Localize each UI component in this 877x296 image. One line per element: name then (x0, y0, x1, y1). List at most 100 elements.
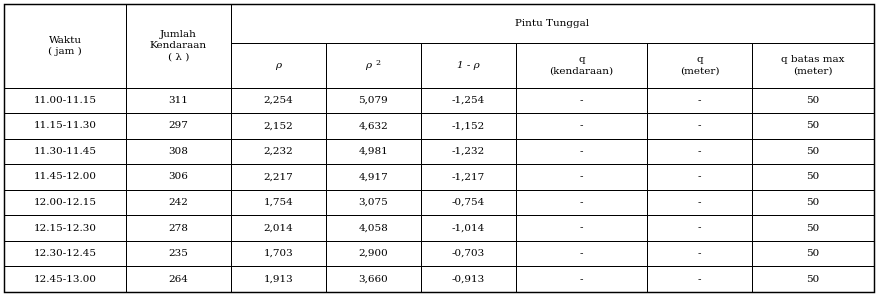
Text: -1,232: -1,232 (451, 147, 484, 156)
Bar (231, 139, 325, 164)
Text: -: - (697, 173, 701, 181)
Bar (231, 43, 325, 88)
Text: 50: 50 (805, 275, 819, 284)
Text: -: - (697, 223, 701, 233)
Text: -: - (579, 249, 582, 258)
Bar (420, 113, 515, 139)
Bar (646, 190, 752, 215)
Bar (125, 266, 231, 292)
Bar (646, 139, 752, 164)
Bar (646, 241, 752, 266)
Text: -: - (579, 198, 582, 207)
Text: 1,754: 1,754 (263, 198, 293, 207)
Text: 2,014: 2,014 (263, 223, 293, 233)
Bar (4, 266, 125, 292)
Bar (4, 164, 125, 190)
Text: 11.00-11.15: 11.00-11.15 (33, 96, 96, 105)
Bar (646, 164, 752, 190)
Bar (752, 139, 873, 164)
Bar (231, 241, 325, 266)
Text: -0,703: -0,703 (451, 249, 484, 258)
Text: -: - (579, 275, 582, 284)
Bar (325, 266, 420, 292)
Text: q
(kendaraan): q (kendaraan) (549, 55, 613, 75)
Bar (515, 88, 646, 113)
Text: 3,075: 3,075 (358, 198, 388, 207)
Bar (4, 88, 125, 113)
Text: 12.30-12.45: 12.30-12.45 (33, 249, 96, 258)
Text: 1,703: 1,703 (263, 249, 293, 258)
Text: -1,254: -1,254 (451, 96, 484, 105)
Text: 306: 306 (168, 173, 188, 181)
Text: 2,900: 2,900 (358, 249, 388, 258)
Text: 3,660: 3,660 (358, 275, 388, 284)
Bar (646, 113, 752, 139)
Bar (231, 88, 325, 113)
Text: ρ: ρ (365, 61, 371, 70)
Text: 278: 278 (168, 223, 188, 233)
Text: 297: 297 (168, 121, 188, 130)
Text: 4,981: 4,981 (358, 147, 388, 156)
Bar (4, 139, 125, 164)
Bar (420, 190, 515, 215)
Bar (4, 113, 125, 139)
Text: q batas max
(meter): q batas max (meter) (781, 55, 844, 75)
Text: 50: 50 (805, 249, 819, 258)
Text: 50: 50 (805, 198, 819, 207)
Bar (325, 43, 420, 88)
Bar (420, 139, 515, 164)
Bar (420, 241, 515, 266)
Text: 4,917: 4,917 (358, 173, 388, 181)
Bar (752, 241, 873, 266)
Bar (752, 43, 873, 88)
Bar (125, 4, 231, 88)
Text: -: - (697, 121, 701, 130)
Bar (420, 215, 515, 241)
Bar (515, 113, 646, 139)
Bar (420, 266, 515, 292)
Bar (325, 139, 420, 164)
Text: 264: 264 (168, 275, 188, 284)
Bar (515, 190, 646, 215)
Bar (420, 164, 515, 190)
Bar (4, 190, 125, 215)
Text: 50: 50 (805, 96, 819, 105)
Bar (4, 4, 125, 88)
Bar (125, 164, 231, 190)
Text: -: - (579, 96, 582, 105)
Bar (515, 215, 646, 241)
Text: -: - (579, 223, 582, 233)
Bar (325, 164, 420, 190)
Bar (646, 43, 752, 88)
Bar (646, 266, 752, 292)
Text: 5,079: 5,079 (358, 96, 388, 105)
Bar (231, 4, 873, 43)
Text: -: - (697, 275, 701, 284)
Bar (515, 241, 646, 266)
Bar (125, 190, 231, 215)
Bar (420, 43, 515, 88)
Text: 242: 242 (168, 198, 188, 207)
Bar (515, 164, 646, 190)
Bar (125, 215, 231, 241)
Bar (752, 215, 873, 241)
Text: 12.45-13.00: 12.45-13.00 (33, 275, 96, 284)
Bar (515, 43, 646, 88)
Bar (125, 241, 231, 266)
Bar (515, 266, 646, 292)
Bar (325, 215, 420, 241)
Text: 11.30-11.45: 11.30-11.45 (33, 147, 96, 156)
Bar (125, 88, 231, 113)
Text: -0,913: -0,913 (451, 275, 484, 284)
Text: 12.15-12.30: 12.15-12.30 (33, 223, 96, 233)
Text: 4,632: 4,632 (358, 121, 388, 130)
Text: -1,152: -1,152 (451, 121, 484, 130)
Bar (420, 88, 515, 113)
Bar (325, 113, 420, 139)
Bar (231, 215, 325, 241)
Bar (515, 139, 646, 164)
Text: -: - (697, 198, 701, 207)
Text: ρ: ρ (275, 61, 281, 70)
Bar (125, 113, 231, 139)
Bar (752, 164, 873, 190)
